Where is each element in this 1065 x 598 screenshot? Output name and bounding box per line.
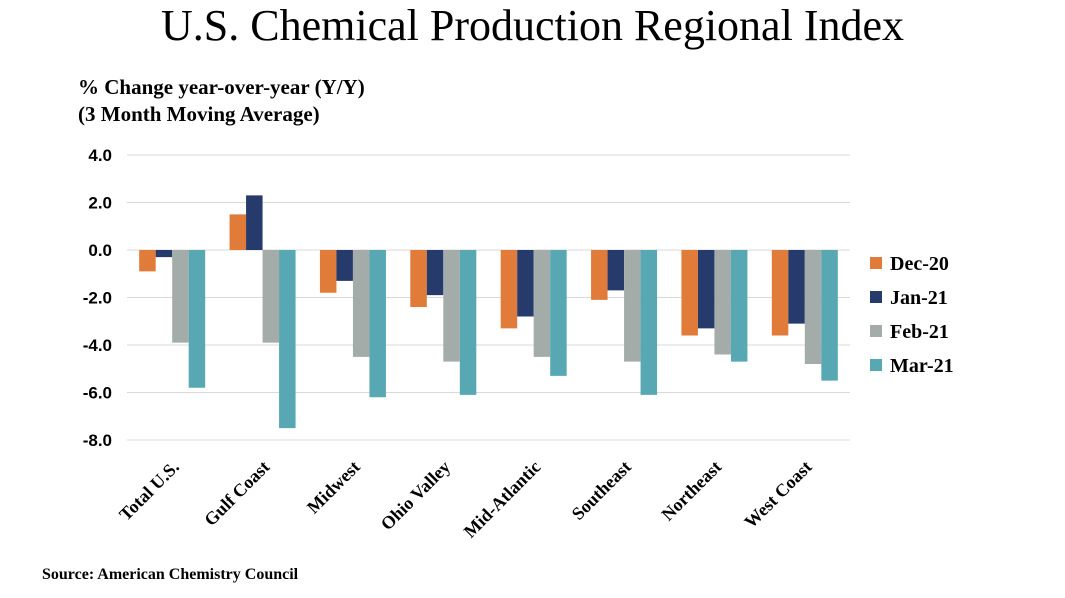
y-tick-label: 0.0: [88, 241, 112, 260]
bars: [139, 195, 838, 429]
legend-swatch: [870, 325, 882, 337]
category-label: Southeast: [568, 457, 635, 524]
bar: [697, 250, 715, 329]
bar: [426, 250, 444, 296]
bar: [821, 250, 838, 381]
bar: [172, 250, 189, 343]
legend-label: Mar-21: [890, 355, 954, 377]
bar: [714, 250, 731, 355]
category-labels: Total U.S. Gulf Coast Midwest Ohio Valley Mi…: [115, 457, 815, 542]
bar: [459, 250, 477, 395]
category-label: West Coast: [740, 457, 815, 532]
bar: [319, 250, 337, 293]
bar: [517, 250, 534, 317]
legend-label: Feb-21: [890, 321, 949, 343]
bar: [352, 250, 370, 357]
bar: [771, 250, 789, 336]
category-label: Gulf Coast: [200, 457, 273, 530]
chart-title: U.S. Chemical Production Regional Index: [161, 1, 904, 50]
y-axis-label-line-2: (3 Month Moving Average): [78, 102, 320, 126]
legend-label: Jan-21: [890, 287, 948, 309]
bar: [681, 250, 698, 336]
bar: [262, 250, 280, 343]
bar: [279, 250, 296, 429]
bar: [188, 250, 206, 388]
y-axis-label-line-1: % Change year-over-year (Y/Y): [78, 75, 365, 99]
y-tick-label: -2.0: [83, 289, 112, 308]
category-label: Midwest: [303, 457, 364, 518]
bar: [730, 250, 748, 362]
bar: [640, 250, 658, 395]
y-tick-label: -6.0: [83, 384, 112, 403]
bar: [246, 195, 263, 250]
y-tick-label: -8.0: [83, 431, 112, 450]
category-label: Mid-Atlantic: [460, 457, 545, 542]
y-tick-label: 2.0: [88, 194, 112, 213]
y-axis-ticks: 4.0 2.0 0.0 -2.0 -4.0 -6.0 -8.0: [83, 146, 112, 450]
bar: [788, 250, 805, 324]
y-tick-label: -4.0: [83, 336, 112, 355]
bar: [229, 214, 247, 250]
y-tick-label: 4.0: [88, 146, 112, 165]
legend-swatch: [870, 257, 882, 269]
bar: [533, 250, 551, 357]
bar: [139, 250, 156, 272]
bar: [624, 250, 641, 362]
bar: [155, 250, 173, 258]
bar: [369, 250, 386, 398]
category-label: Ohio Valley: [377, 457, 454, 534]
bar: [607, 250, 625, 291]
bar: [500, 250, 518, 329]
legend-label: Dec-20: [890, 253, 949, 275]
bar: [336, 250, 353, 281]
legend-swatch: [870, 359, 882, 371]
bar: [443, 250, 460, 362]
category-label: Northeast: [657, 457, 725, 525]
bar: [410, 250, 427, 307]
source-note: Source: American Chemistry Council: [42, 566, 299, 583]
category-label: Total U.S.: [115, 457, 183, 525]
legend: Dec-20 Jan-21 Feb-21 Mar-21: [870, 253, 954, 377]
legend-swatch: [870, 291, 882, 303]
bar: [804, 250, 822, 364]
bar: [591, 250, 608, 300]
bar: [550, 250, 567, 376]
